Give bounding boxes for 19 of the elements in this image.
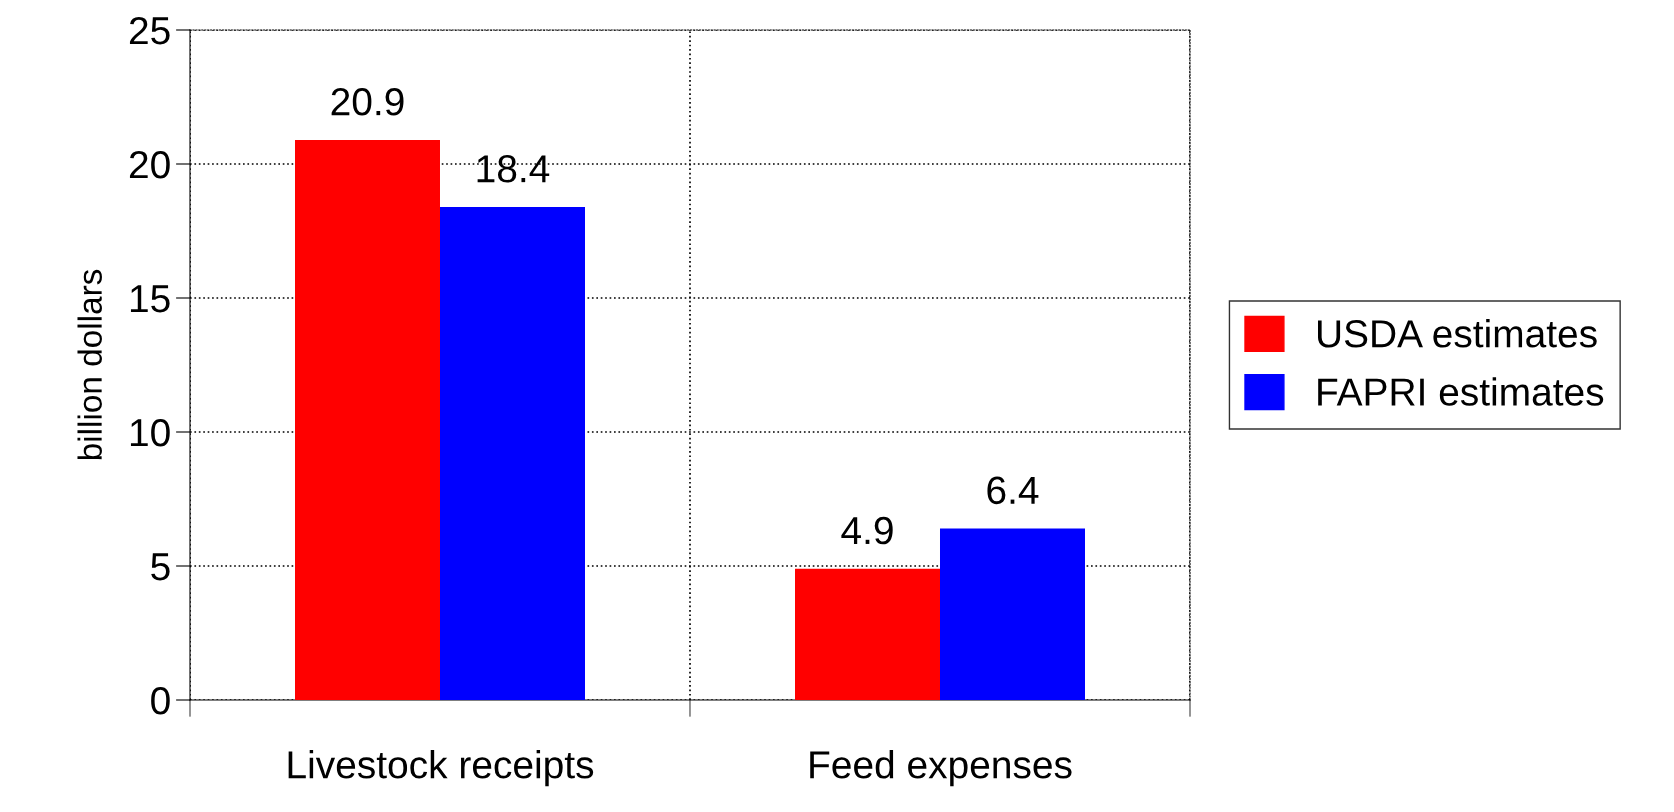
bar: [295, 139, 440, 700]
y-tick-label: 15: [130, 285, 170, 313]
data-label: 6.4: [987, 476, 1039, 505]
y-tick-label: 20: [129, 150, 170, 179]
data-label: 18.4: [477, 154, 550, 183]
y-tick-label: 25: [129, 16, 170, 45]
y-tick-label: 10: [130, 418, 170, 447]
x-tick-label: Feed expenses: [810, 750, 1072, 787]
data-label: 20.9: [331, 87, 404, 116]
x-tick-label: Livestock receipts: [288, 750, 594, 787]
data-label: 4.9: [841, 516, 893, 545]
bar: [940, 528, 1085, 700]
y-axis-title: billion dollars: [77, 269, 102, 460]
y-tick-label: 5: [151, 553, 170, 581]
legend-label: USDA estimates: [1318, 319, 1597, 348]
bar: [440, 206, 585, 700]
bar: [795, 568, 940, 700]
y-tick-label: 0: [151, 686, 170, 715]
legend-label: FAPRI estimates: [1318, 377, 1604, 406]
